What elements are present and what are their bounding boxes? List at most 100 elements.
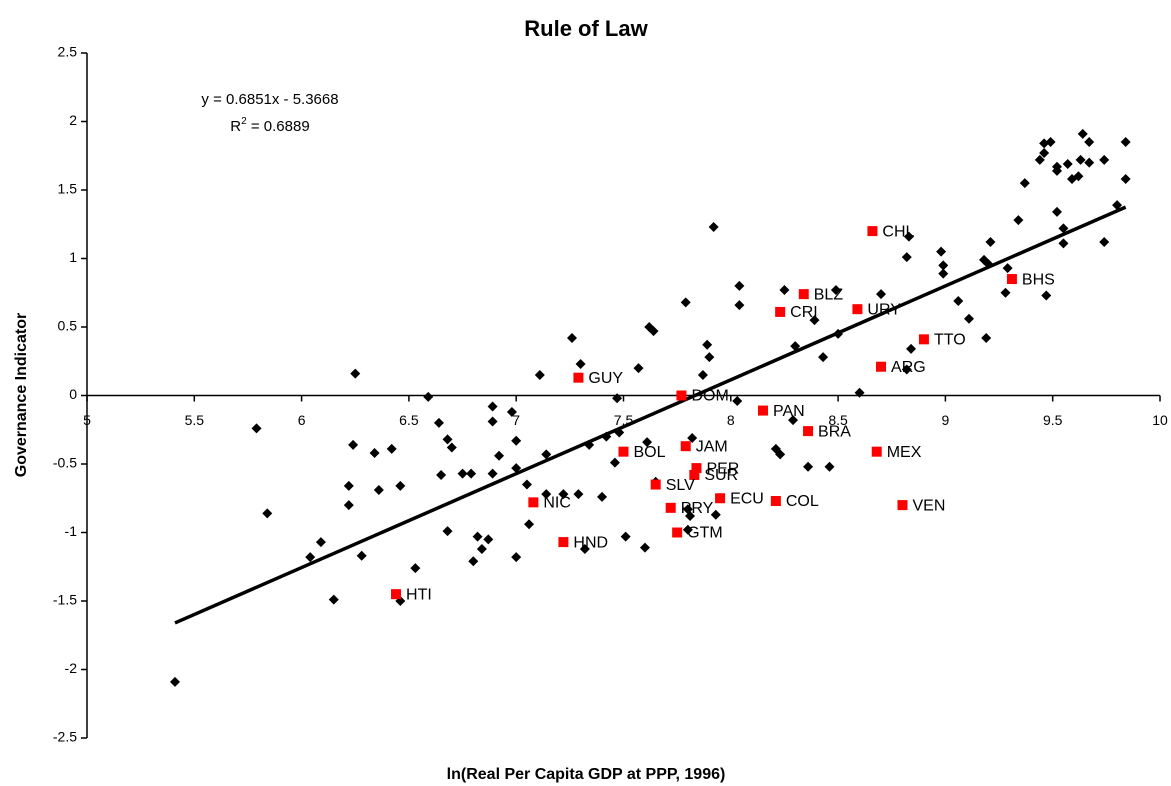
point — [468, 556, 479, 567]
point — [558, 489, 569, 500]
point — [938, 260, 949, 271]
point — [685, 511, 696, 522]
point — [1099, 237, 1110, 248]
point — [708, 221, 719, 232]
point — [442, 526, 453, 537]
point — [472, 531, 483, 542]
labeled-point — [757, 405, 768, 416]
x-tick-label: 10 — [1152, 412, 1168, 428]
point — [833, 328, 844, 339]
point — [476, 543, 487, 554]
point — [575, 358, 586, 369]
labeled-point — [680, 441, 691, 452]
point — [1019, 178, 1030, 189]
point — [803, 461, 814, 472]
point — [1120, 137, 1131, 148]
point — [953, 295, 964, 306]
point — [1039, 138, 1050, 149]
point-label: COL — [786, 493, 819, 510]
point — [1039, 148, 1050, 159]
point — [584, 439, 595, 450]
point — [1120, 174, 1131, 185]
point — [579, 543, 590, 554]
point — [534, 369, 545, 380]
x-tick-label: 6.5 — [399, 412, 419, 428]
point — [597, 491, 608, 502]
point-label: MEX — [887, 444, 922, 461]
point — [541, 489, 552, 500]
point-label: ARG — [891, 359, 926, 376]
point — [854, 387, 865, 398]
point — [633, 363, 644, 374]
point — [906, 343, 917, 354]
point — [614, 427, 625, 438]
point-label: BRA — [818, 423, 851, 440]
labeled-point — [867, 226, 878, 237]
labeled-point — [803, 426, 814, 437]
equation: y = 0.6851x - 5.3668 — [201, 91, 338, 108]
point — [305, 552, 316, 563]
point — [1084, 137, 1095, 148]
labeled-point — [852, 304, 863, 315]
point — [566, 332, 577, 343]
trendline — [174, 205, 1127, 625]
x-tick-label: 5.5 — [185, 412, 205, 428]
labeled-point — [798, 289, 809, 300]
point — [410, 563, 421, 574]
point — [573, 489, 584, 500]
labeled-point — [573, 372, 584, 383]
point — [1058, 238, 1069, 249]
labeled-point — [691, 463, 702, 474]
point — [964, 313, 975, 324]
x-axis-label: ln(Real Per Capita GDP at PPP, 1996) — [447, 766, 726, 783]
point — [1073, 171, 1084, 182]
point-label: PER — [706, 460, 739, 477]
labeled-point — [528, 497, 539, 508]
y-tick-label: 2 — [69, 112, 77, 128]
point — [697, 369, 708, 380]
labeled-point — [391, 589, 402, 600]
labeled-point — [775, 306, 786, 317]
point — [732, 395, 743, 406]
labeled-point — [715, 493, 726, 504]
point — [1002, 263, 1013, 274]
y-tick-label: 1 — [69, 249, 77, 265]
point — [1041, 290, 1052, 301]
labeled-point — [897, 500, 908, 511]
labeled-point — [918, 334, 929, 345]
point — [1034, 154, 1045, 165]
point — [343, 500, 354, 511]
point — [788, 415, 799, 426]
point — [487, 416, 498, 427]
point-label: TTO — [934, 332, 966, 349]
point — [395, 480, 406, 491]
point — [779, 285, 790, 296]
point — [1084, 157, 1095, 168]
point — [483, 534, 494, 545]
labeled-point — [665, 502, 676, 513]
point — [830, 285, 841, 296]
point — [423, 391, 434, 402]
y-tick-label: 1.5 — [58, 181, 78, 197]
point — [1075, 154, 1086, 165]
point-label: BOL — [634, 444, 666, 461]
point — [901, 364, 912, 375]
point-label: NIC — [543, 495, 571, 512]
point-label: SLV — [666, 477, 695, 494]
x-tick-label: 9.5 — [1043, 412, 1063, 428]
y-tick-label: 2.5 — [58, 44, 78, 60]
point-label: GTM — [687, 525, 723, 542]
point — [442, 434, 453, 445]
point — [1058, 223, 1069, 234]
point — [348, 439, 359, 450]
point — [983, 258, 994, 269]
point — [1051, 206, 1062, 217]
point-label: CRI — [790, 304, 818, 321]
point — [511, 435, 522, 446]
point — [487, 401, 498, 412]
point — [446, 442, 457, 453]
point-label: URY — [867, 301, 901, 318]
point-label: CHL — [882, 223, 914, 240]
point — [704, 352, 715, 363]
x-tick-label: 8.5 — [828, 412, 848, 428]
